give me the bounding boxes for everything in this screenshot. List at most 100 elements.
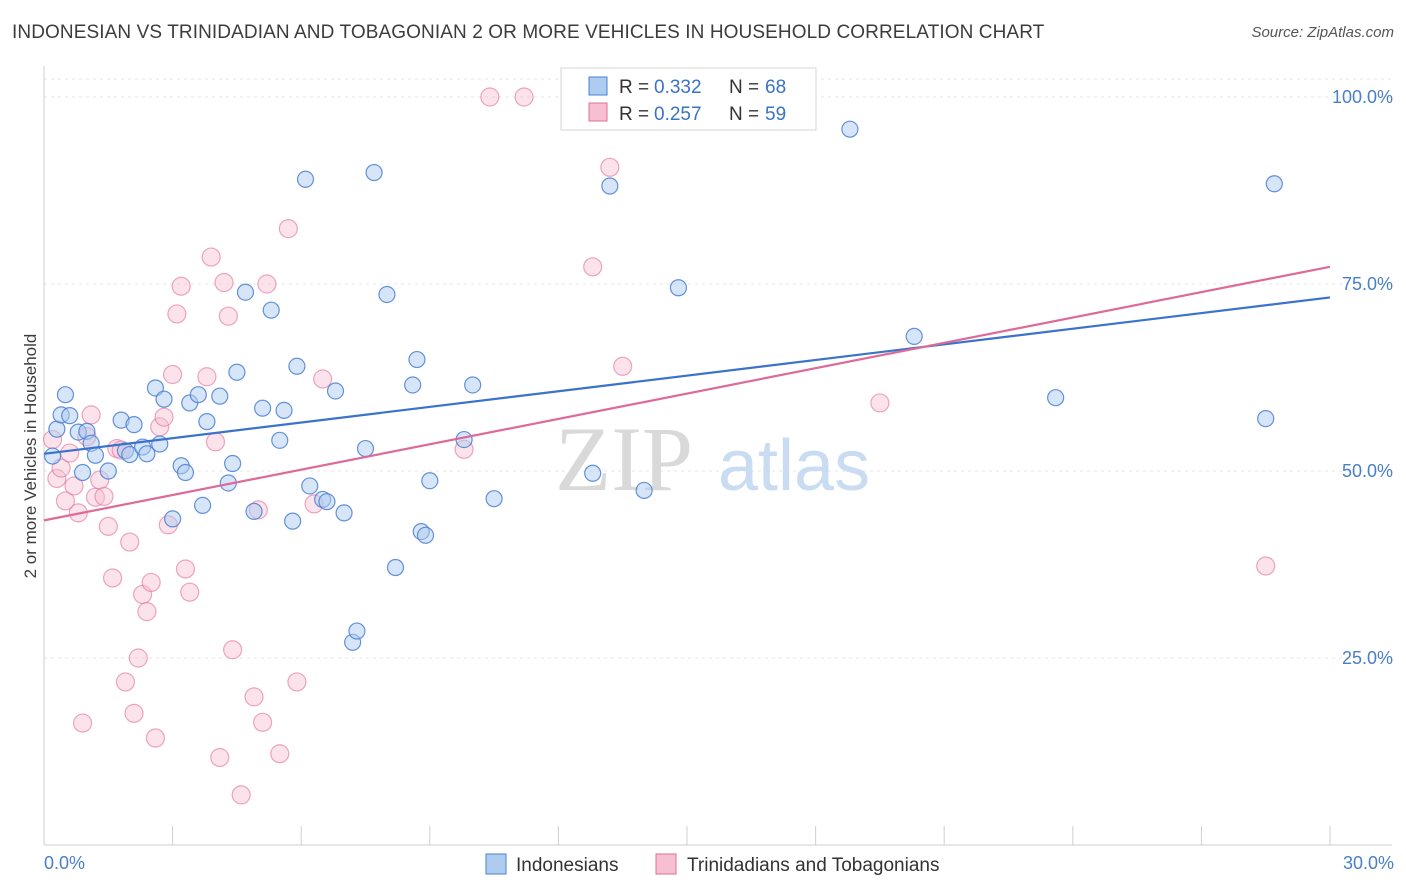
point-trinidadians-38 bbox=[218, 306, 238, 326]
point-indonesians-13 bbox=[121, 445, 139, 464]
point-trinidadians-9 bbox=[81, 405, 101, 425]
point-indonesians-27 bbox=[211, 387, 229, 405]
point-trinidadians-54 bbox=[600, 157, 620, 177]
y-tick-labels: 100.0% 75.0% 50.0% 25.0% bbox=[1332, 87, 1393, 668]
point-trinidadians-26 bbox=[154, 407, 174, 427]
point-indonesians-36 bbox=[275, 401, 293, 420]
point-indonesians-67 bbox=[1265, 175, 1283, 193]
point-indonesians-30 bbox=[228, 363, 246, 381]
point-indonesians-47 bbox=[356, 439, 375, 458]
bottom-legend: Indonesians Trinidadians and Tobagonians bbox=[485, 853, 939, 876]
bottom-legend-swatch-trinidadians bbox=[655, 853, 677, 875]
point-indonesians-57 bbox=[464, 376, 482, 394]
point-trinidadians-5 bbox=[64, 476, 84, 496]
point-trinidadians-14 bbox=[102, 568, 123, 588]
bottom-legend-label-trinidadians: Trinidadians and Tobagonians bbox=[687, 855, 939, 876]
point-trinidadians-35 bbox=[205, 432, 226, 452]
point-trinidadians-32 bbox=[180, 582, 200, 602]
legend-n-value-1: 68 bbox=[765, 77, 786, 98]
point-indonesians-48 bbox=[365, 163, 383, 182]
point-indonesians-32 bbox=[245, 502, 263, 520]
point-indonesians-52 bbox=[408, 350, 426, 369]
point-indonesians-6 bbox=[73, 463, 92, 482]
point-trinidadians-22 bbox=[137, 602, 157, 622]
point-indonesians-4 bbox=[61, 407, 79, 425]
point-indonesians-46 bbox=[348, 622, 366, 640]
point-indonesians-42 bbox=[318, 493, 336, 511]
point-indonesians-16 bbox=[138, 445, 156, 463]
trend-line-indonesians bbox=[43, 296, 1331, 455]
point-trinidadians-57 bbox=[1256, 556, 1276, 576]
point-trinidadians-43 bbox=[253, 712, 273, 732]
point-indonesians-50 bbox=[386, 558, 405, 577]
point-trinidadians-19 bbox=[124, 703, 144, 723]
y-tick-label-25: 25.0% bbox=[1342, 648, 1393, 668]
point-trinidadians-1 bbox=[47, 468, 67, 489]
point-trinidadians-28 bbox=[163, 364, 183, 385]
point-trinidadians-55 bbox=[613, 356, 633, 376]
point-trinidadians-13 bbox=[98, 516, 118, 536]
legend-swatch-blue bbox=[588, 76, 608, 96]
point-trinidadians-24 bbox=[145, 728, 166, 748]
point-indonesians-65 bbox=[1047, 389, 1065, 407]
legend-n-label-1: N = bbox=[729, 77, 759, 98]
point-trinidadians-52 bbox=[514, 87, 534, 107]
point-trinidadians-51 bbox=[480, 87, 500, 107]
watermark-atlas: atlas bbox=[718, 426, 870, 506]
point-indonesians-54 bbox=[416, 526, 435, 544]
point-indonesians-55 bbox=[421, 472, 439, 490]
point-trinidadians-29 bbox=[167, 304, 187, 324]
point-indonesians-51 bbox=[404, 376, 422, 394]
point-trinidadians-4 bbox=[60, 443, 80, 463]
point-indonesians-14 bbox=[125, 416, 143, 434]
legend-n-label-2: N = bbox=[729, 104, 759, 125]
point-indonesians-31 bbox=[236, 283, 255, 301]
point-trinidadians-23 bbox=[141, 572, 161, 593]
point-indonesians-10 bbox=[99, 462, 117, 480]
point-trinidadians-44 bbox=[257, 274, 277, 294]
point-indonesians-33 bbox=[254, 399, 272, 417]
legend-r-label-1: R = bbox=[619, 77, 649, 98]
legend-r-label-2: R = bbox=[619, 104, 649, 125]
legend-swatch-pink bbox=[588, 102, 608, 122]
point-trinidadians-49 bbox=[313, 369, 333, 389]
point-indonesians-1 bbox=[48, 420, 66, 438]
grid-lines bbox=[44, 78, 1392, 659]
point-trinidadians-30 bbox=[171, 276, 191, 296]
point-indonesians-0 bbox=[43, 447, 62, 465]
point-indonesians-59 bbox=[584, 464, 602, 482]
point-trinidadians-18 bbox=[120, 532, 140, 552]
point-indonesians-38 bbox=[288, 357, 306, 375]
point-indonesians-43 bbox=[326, 382, 345, 400]
point-indonesians-24 bbox=[189, 386, 207, 404]
x-tick-label-max: 30.0% bbox=[1343, 853, 1394, 873]
point-trinidadians-37 bbox=[214, 272, 234, 293]
x-tick-label-min: 0.0% bbox=[44, 853, 85, 873]
point-trinidadians-7 bbox=[72, 713, 93, 733]
point-indonesians-25 bbox=[194, 496, 212, 515]
point-trinidadians-17 bbox=[115, 672, 136, 692]
point-trinidadians-47 bbox=[287, 672, 307, 692]
legend-n-value-2: 59 bbox=[765, 104, 786, 125]
bottom-legend-swatch-indonesians bbox=[485, 853, 507, 875]
point-trinidadians-33 bbox=[197, 367, 217, 387]
watermark-zip: ZIP bbox=[555, 408, 693, 510]
axes bbox=[43, 66, 1392, 846]
point-indonesians-9 bbox=[86, 446, 105, 464]
source-label: Source: ZipAtlas.com bbox=[1251, 24, 1394, 41]
point-trinidadians-34 bbox=[201, 247, 221, 267]
point-indonesians-44 bbox=[335, 504, 353, 522]
point-indonesians-62 bbox=[669, 279, 688, 297]
point-indonesians-66 bbox=[1257, 410, 1275, 428]
point-trinidadians-40 bbox=[231, 785, 251, 805]
point-trinidadians-20 bbox=[128, 648, 148, 668]
y-tick-label-50: 50.0% bbox=[1342, 461, 1393, 481]
point-indonesians-19 bbox=[155, 390, 173, 408]
point-trinidadians-45 bbox=[270, 744, 290, 764]
point-indonesians-40 bbox=[301, 477, 319, 495]
point-indonesians-58 bbox=[485, 490, 503, 508]
point-indonesians-37 bbox=[284, 512, 302, 530]
legend-r-value-1: 0.332 bbox=[654, 77, 702, 98]
point-trinidadians-39 bbox=[223, 640, 243, 660]
